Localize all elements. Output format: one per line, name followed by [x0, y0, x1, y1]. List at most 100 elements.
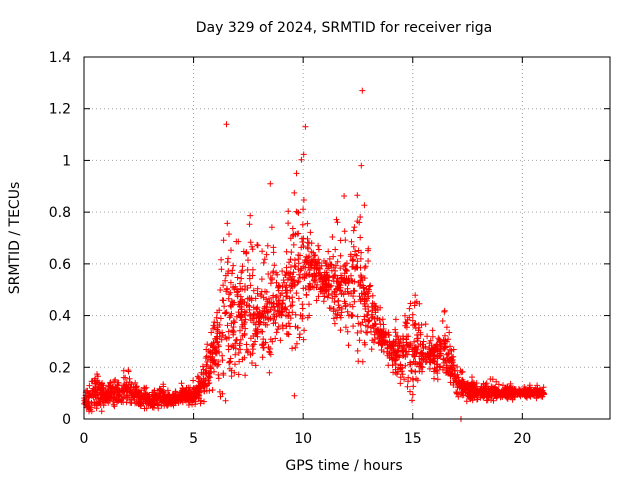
- data-point: [99, 389, 106, 396]
- data-point: [414, 332, 420, 338]
- data-point: [534, 388, 541, 395]
- data-point: [237, 285, 244, 292]
- data-point: [106, 394, 113, 401]
- data-point: [150, 396, 157, 403]
- data-point: [232, 361, 238, 368]
- data-point: [220, 237, 227, 244]
- data-point: [302, 257, 309, 264]
- data-point: [323, 283, 330, 290]
- data-point: [450, 346, 457, 353]
- data-point: [407, 361, 414, 368]
- data-point: [327, 261, 334, 268]
- data-point: [313, 297, 320, 304]
- data-point: [287, 256, 294, 263]
- data-point: [272, 335, 279, 342]
- data-point: [311, 265, 318, 272]
- data-point: [270, 311, 277, 318]
- data-point: [293, 290, 300, 297]
- data-point: [232, 340, 239, 347]
- data-point: [377, 327, 384, 334]
- data-point: [221, 303, 228, 310]
- data-point: [270, 249, 277, 256]
- data-point: [216, 333, 223, 340]
- data-point: [234, 274, 241, 281]
- data-point: [219, 352, 226, 359]
- data-point: [273, 293, 280, 300]
- data-point: [388, 343, 394, 350]
- data-point: [442, 337, 448, 344]
- data-point: [459, 376, 466, 383]
- data-point: [204, 341, 211, 348]
- data-point: [193, 384, 200, 391]
- data-point: [341, 228, 348, 235]
- data-point: [378, 341, 385, 348]
- data-point: [259, 248, 266, 255]
- data-point: [437, 363, 444, 370]
- data-point: [409, 375, 416, 382]
- data-point: [220, 297, 227, 304]
- data-point: [192, 390, 199, 397]
- data-point: [149, 402, 156, 409]
- data-point: [279, 308, 286, 315]
- data-point: [268, 224, 275, 231]
- data-point: [417, 341, 424, 348]
- data-point: [122, 374, 129, 381]
- data-point: [347, 251, 354, 258]
- data-point: [422, 343, 429, 350]
- data-point: [116, 392, 123, 399]
- data-point: [237, 346, 244, 353]
- x-tick-label: 5: [189, 431, 198, 447]
- data-point: [343, 267, 350, 274]
- data-point: [84, 404, 91, 410]
- data-point: [226, 358, 233, 365]
- data-point: [220, 282, 227, 289]
- data-point: [210, 325, 217, 332]
- data-point: [458, 379, 465, 386]
- data-point: [337, 314, 344, 321]
- data-point: [356, 293, 363, 300]
- data-point: [239, 356, 246, 363]
- data-point: [430, 357, 437, 364]
- data-point: [267, 280, 274, 287]
- data-point: [455, 393, 462, 400]
- data-point: [411, 338, 418, 345]
- data-point: [144, 395, 151, 402]
- data-point: [271, 300, 278, 307]
- data-point: [237, 327, 243, 334]
- data-point: [309, 283, 316, 290]
- data-point: [406, 314, 413, 321]
- data-point: [215, 361, 222, 368]
- data-point: [292, 344, 299, 351]
- data-point: [258, 293, 264, 300]
- data-point: [348, 311, 355, 318]
- data-point: [370, 325, 377, 332]
- data-point: [357, 255, 364, 262]
- data-point: [330, 315, 337, 322]
- data-point: [143, 399, 150, 406]
- data-point: [356, 283, 363, 290]
- data-point: [358, 162, 365, 169]
- data-point: [430, 343, 437, 350]
- data-point: [164, 398, 171, 405]
- data-point: [325, 292, 332, 299]
- data-point: [231, 299, 238, 306]
- data-point: [285, 320, 292, 327]
- data-point: [412, 344, 419, 351]
- data-point: [337, 252, 344, 259]
- data-point: [285, 208, 292, 215]
- data-point: [365, 258, 372, 264]
- data-point: [213, 314, 220, 321]
- data-point: [533, 395, 540, 402]
- data-point: [94, 371, 100, 378]
- data-point: [288, 249, 295, 256]
- data-point: [441, 340, 448, 347]
- data-point: [429, 349, 436, 356]
- data-point: [361, 339, 368, 346]
- data-point: [124, 386, 131, 393]
- data-point: [270, 292, 277, 299]
- data-point: [409, 311, 416, 318]
- data-point: [344, 308, 351, 315]
- data-point: [302, 123, 309, 130]
- data-point: [260, 294, 267, 301]
- data-point: [292, 323, 299, 330]
